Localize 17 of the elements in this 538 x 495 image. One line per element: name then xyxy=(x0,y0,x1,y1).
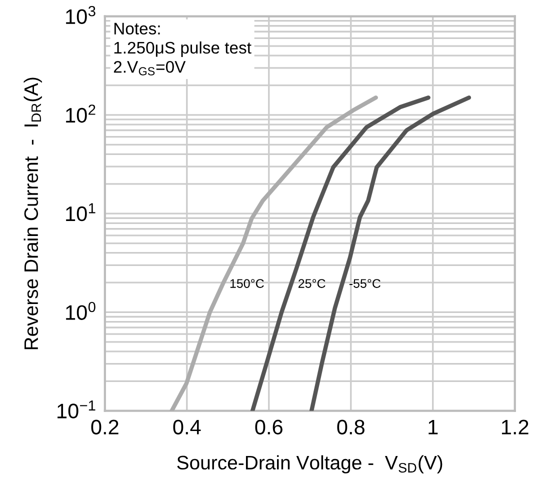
x-tick-label: 1 xyxy=(428,420,438,434)
y-tick-label: 10$^{0}$ xyxy=(66,302,96,320)
x-tick-label: 0.2 xyxy=(91,420,118,434)
x-tick-label: 1.2 xyxy=(502,420,528,434)
x-tick-label: 0.8 xyxy=(337,420,364,434)
y-tick-label: 10$^{1}$ xyxy=(66,203,96,222)
y-tick-label: 10$^{−1}$ xyxy=(58,400,96,418)
y-tick-label: 10$^{2}$ xyxy=(66,104,96,123)
x-tick-label: 0.6 xyxy=(255,420,282,434)
series-label: -55°C xyxy=(349,279,380,288)
series-label: 25°C xyxy=(298,279,326,288)
x-tick-label: 0.4 xyxy=(173,420,201,434)
y-tick-label: 10$^{3}$ xyxy=(66,6,96,24)
y-axis-title: Reverse Drain Current - I$_{DR}$(A) xyxy=(24,78,42,350)
annotation: Notes: 1.250μS pulse test 2.V$_{GS}$=0V xyxy=(114,22,252,76)
x-axis-title: Source-Drain Voltage - V$_{SD}$(V) xyxy=(177,455,442,474)
series-label: 150°C xyxy=(230,279,264,288)
